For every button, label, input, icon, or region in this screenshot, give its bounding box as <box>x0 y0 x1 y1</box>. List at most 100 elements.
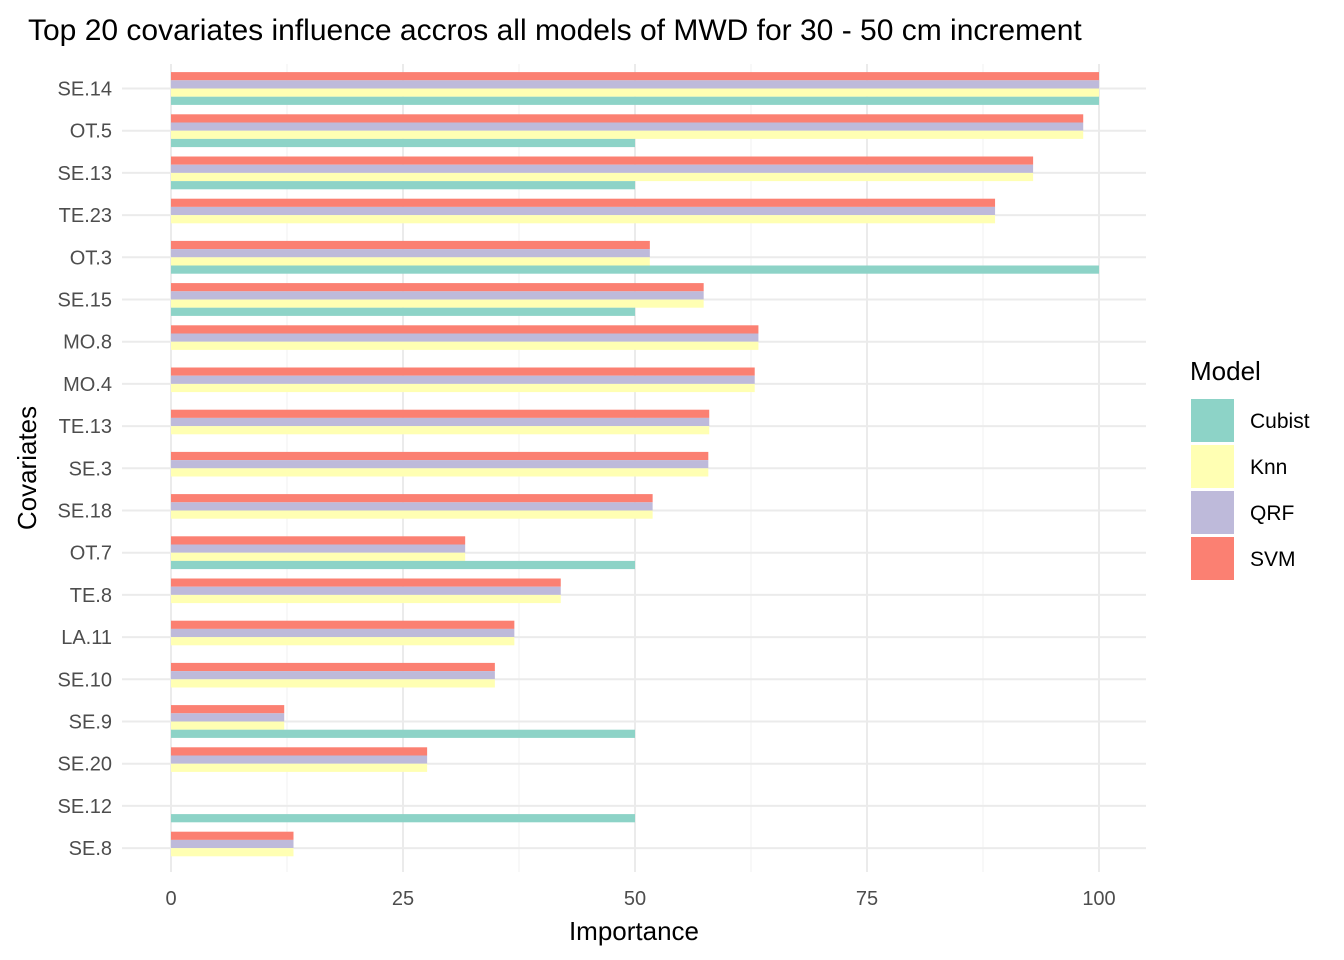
legend-label-knn: Knn <box>1250 456 1287 479</box>
bar-svm-te-13 <box>171 409 710 418</box>
y-axis-tick-labels: SE.14 OT.5 SE.13 TE.23 OT.3 SE.15 MO.8 MO.4 TE.1… <box>58 79 112 861</box>
bar-qrf-te-13 <box>171 417 710 427</box>
bar-qrf-mo-8 <box>171 333 759 342</box>
bar-svm-ot-5 <box>171 114 1084 123</box>
bar-qrf-te-8 <box>171 586 561 595</box>
bar-svm-se-13 <box>171 156 1034 165</box>
legend-key-knn <box>1191 445 1234 488</box>
bar-knn-se-15 <box>171 299 704 308</box>
y-tick-label: OT.5 <box>70 121 112 143</box>
y-tick-label: SE.13 <box>58 163 112 185</box>
bar-svm-ot-7 <box>171 536 466 545</box>
bar-svm-mo-8 <box>171 325 759 334</box>
y-tick-label: TE.8 <box>70 585 112 607</box>
bar-knn-se-3 <box>171 468 709 477</box>
bar-cubist-ot-3 <box>171 265 1099 274</box>
bar-qrf-se-18 <box>171 502 653 511</box>
bar-qrf-se-20 <box>171 755 428 764</box>
legend-title: Model <box>1190 356 1261 386</box>
bar-qrf-se-10 <box>171 671 495 680</box>
bar-svm-se-20 <box>171 747 428 756</box>
y-tick-label: OT.7 <box>70 543 112 565</box>
y-tick-label: SE.15 <box>58 290 112 312</box>
bar-svm-la-11 <box>171 620 515 629</box>
legend-label-cubist: Cubist <box>1250 410 1310 433</box>
bar-cubist-se-15 <box>171 307 635 316</box>
bar-cubist-ot-7 <box>171 560 635 570</box>
bar-qrf-mo-4 <box>171 375 755 384</box>
bar-knn-te-8 <box>171 594 561 604</box>
bar-qrf-ot-7 <box>171 544 466 553</box>
bar-qrf-se-13 <box>171 164 1034 173</box>
bar-svm-se-18 <box>171 494 653 503</box>
bar-knn-la-11 <box>171 637 515 646</box>
bar-knn-ot-7 <box>171 552 466 561</box>
bar-qrf-se-14 <box>171 80 1099 89</box>
bar-svm-te-23 <box>171 198 996 207</box>
bar-series <box>171 72 1099 857</box>
bar-knn-se-10 <box>171 679 495 688</box>
bar-svm-te-8 <box>171 578 561 587</box>
x-tick-label: 25 <box>392 888 414 910</box>
bar-qrf-ot-5 <box>171 122 1084 131</box>
bar-qrf-ot-3 <box>171 249 650 258</box>
legend: Model Cubist Knn QRF SVM <box>1190 356 1310 580</box>
y-tick-label: SE.18 <box>58 501 112 523</box>
bar-knn-mo-4 <box>171 383 755 393</box>
bar-cubist-se-13 <box>171 181 635 190</box>
x-tick-label: 50 <box>624 888 646 910</box>
y-tick-label: MO.8 <box>63 332 112 354</box>
bar-knn-se-9 <box>171 721 285 730</box>
bar-knn-se-18 <box>171 510 653 519</box>
legend-key-qrf <box>1191 491 1234 534</box>
bar-knn-se-14 <box>171 88 1099 97</box>
y-tick-label: OT.3 <box>70 247 112 269</box>
x-axis-title: Importance <box>569 916 699 946</box>
bar-svm-se-15 <box>171 283 704 292</box>
bar-knn-se-13 <box>171 172 1034 182</box>
y-tick-label: LA.11 <box>61 627 112 649</box>
y-axis-title: Covariates <box>12 406 42 530</box>
bar-qrf-se-9 <box>171 713 285 722</box>
bar-knn-te-13 <box>171 426 710 435</box>
bar-qrf-se-15 <box>171 291 704 300</box>
bar-qrf-la-11 <box>171 628 515 638</box>
bar-knn-te-23 <box>171 215 996 224</box>
chart-title: Top 20 covariates influence accros all m… <box>28 14 1082 47</box>
x-tick-label: 100 <box>1082 888 1115 910</box>
y-tick-label: SE.14 <box>58 79 112 101</box>
bar-qrf-te-23 <box>171 206 996 216</box>
bar-svm-se-3 <box>171 451 709 461</box>
bar-knn-ot-5 <box>171 130 1084 139</box>
y-tick-label: MO.4 <box>63 374 112 396</box>
y-tick-label: SE.20 <box>58 754 112 776</box>
y-tick-label: SE.12 <box>58 796 112 818</box>
x-tick-label: 0 <box>165 888 176 910</box>
bar-qrf-se-8 <box>171 839 294 849</box>
bar-svm-se-9 <box>171 705 285 714</box>
bar-knn-mo-8 <box>171 341 759 350</box>
y-tick-label: TE.13 <box>59 416 112 438</box>
bar-svm-se-14 <box>171 72 1099 81</box>
bar-svm-mo-4 <box>171 367 755 376</box>
y-tick-label: SE.10 <box>58 669 112 691</box>
bar-cubist-ot-5 <box>171 138 635 148</box>
bar-svm-ot-3 <box>171 240 650 250</box>
bar-cubist-se-9 <box>171 729 635 738</box>
y-tick-label: SE.9 <box>69 712 112 734</box>
x-tick-label: 75 <box>856 888 878 910</box>
bar-svm-se-8 <box>171 831 294 840</box>
legend-key-svm <box>1191 537 1234 580</box>
legend-label-svm: SVM <box>1250 548 1296 571</box>
bar-svm-se-10 <box>171 662 495 672</box>
bar-knn-se-20 <box>171 763 428 772</box>
legend-label-qrf: QRF <box>1250 502 1294 525</box>
x-axis-tick-labels: 0 25 50 75 100 <box>165 888 1115 910</box>
bar-cubist-se-14 <box>171 96 1099 105</box>
y-tick-label: SE.8 <box>69 838 112 860</box>
y-tick-label: TE.23 <box>59 205 112 227</box>
bar-cubist-se-12 <box>171 814 635 823</box>
bar-knn-ot-3 <box>171 257 650 266</box>
y-tick-label: SE.3 <box>69 458 112 480</box>
